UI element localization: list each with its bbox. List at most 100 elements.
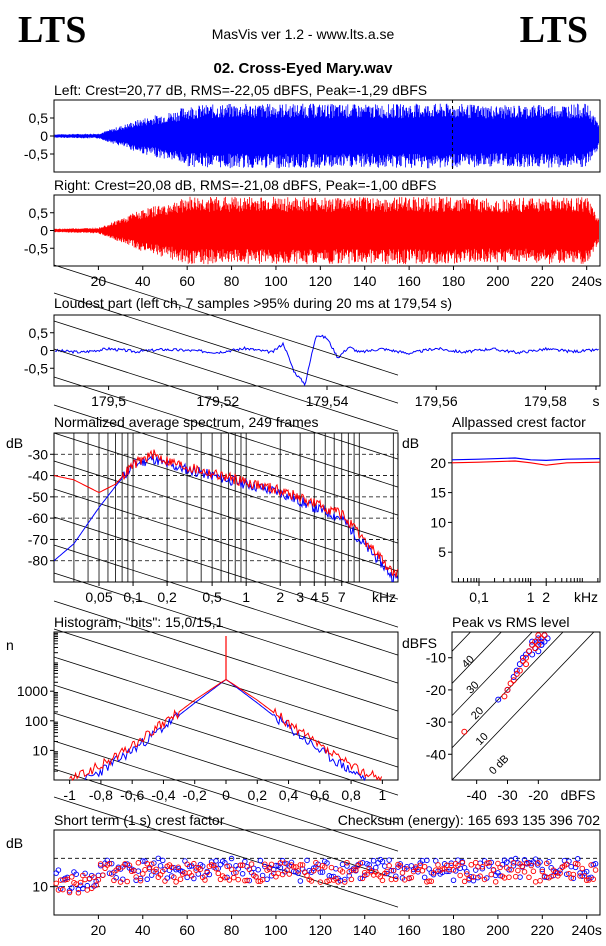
- x-tick-label: 220: [531, 922, 555, 938]
- logo-right: LTS: [519, 9, 588, 51]
- chart-title: Left: Crest=20,77 dB, RMS=-22,05 dBFS, P…: [54, 82, 427, 98]
- peakrms-point-left: [523, 651, 529, 658]
- slope-line: [53, 404, 399, 516]
- x-axis-label: kHz: [372, 589, 396, 605]
- crest-point-right: [426, 878, 432, 884]
- crest-point-right: [346, 869, 352, 875]
- crest-point-left: [470, 877, 477, 884]
- peakrms-point-left: [495, 696, 502, 703]
- x-tick-label: 179,5: [91, 393, 126, 409]
- crest-point-left: [55, 867, 62, 873]
- slope-line: [53, 656, 399, 768]
- crest-point-right: [526, 874, 532, 881]
- y-axis-label: dB: [6, 435, 23, 451]
- crest-point-left: [259, 872, 266, 879]
- crest-point-left: [140, 858, 146, 864]
- crest-point-left: [288, 859, 295, 866]
- waveform-trace: [54, 196, 599, 265]
- crest-point-right: [142, 867, 148, 873]
- crest-point-right: [282, 860, 288, 866]
- peakrms-point-right: [535, 632, 542, 639]
- y-axis-label: dB: [6, 835, 23, 851]
- x-tick-label: 1: [527, 589, 535, 605]
- slope-line: [53, 488, 399, 600]
- crest-point-right: [530, 868, 537, 875]
- y-tick-label: -30: [426, 714, 446, 730]
- crest-point-left: [517, 874, 523, 880]
- crest-point-right: [406, 875, 412, 881]
- crest-point-right: [357, 860, 364, 867]
- x-tick-label: 160: [397, 922, 421, 938]
- crest-point-right: [60, 886, 66, 893]
- crest-point-right: [168, 864, 175, 870]
- crest-point-right: [461, 878, 468, 885]
- chart-title: Histogram, "bits": 15,0/15,1: [54, 614, 224, 630]
- crest-point-left: [472, 867, 479, 873]
- peakrms-point-right: [519, 657, 526, 664]
- peakrms-point-left: [516, 661, 523, 668]
- crest-point-right: [575, 861, 581, 867]
- crest-point-right: [135, 860, 142, 866]
- crest-point-right: [537, 878, 543, 884]
- x-axis-label: dBFS: [560, 787, 595, 803]
- crest-point-right: [108, 871, 115, 877]
- crest-point-right: [297, 862, 304, 868]
- crest-point-left: [97, 862, 104, 869]
- crest-point-left: [95, 872, 102, 879]
- crest-point-right: [506, 874, 512, 880]
- x-tick-label: 179,56: [415, 393, 458, 409]
- crest-point-left: [157, 863, 164, 869]
- crest-point-right: [484, 860, 490, 867]
- x-tick-label: 120: [309, 922, 333, 938]
- crest-point-right: [244, 877, 250, 884]
- x-tick-label: 180: [442, 273, 466, 289]
- crest-point-right: [160, 868, 166, 875]
- slope-line: [53, 628, 399, 740]
- crest-point-right: [524, 860, 530, 866]
- crest-point-right: [428, 878, 435, 884]
- chart-title: Short term (1 s) crest factor: [54, 812, 225, 828]
- crest-point-right: [290, 864, 297, 870]
- peakrms-point-right: [526, 648, 533, 655]
- allpass-series-right: [451, 460, 601, 466]
- crest-point-left: [568, 863, 574, 870]
- x-tick-label: 200: [486, 922, 510, 938]
- crest-point-right: [464, 871, 470, 877]
- crest-point-right: [563, 861, 570, 867]
- crest-point-right: [299, 862, 306, 868]
- y-tick-label: 0,5: [29, 205, 49, 221]
- peakrms-point-right: [529, 641, 536, 648]
- x-tick-label: 240s: [572, 273, 602, 289]
- peakrms-point-right: [507, 680, 514, 687]
- crest-point-right: [126, 862, 133, 869]
- crest-point-left: [160, 857, 166, 864]
- x-tick-label: 220: [531, 273, 555, 289]
- x-tick-label: 1: [242, 589, 250, 605]
- crest-point-left: [255, 867, 261, 873]
- x-tick-label: 0,1: [469, 589, 489, 605]
- crest-point-right: [572, 860, 579, 867]
- x-tick-label: 179,54: [306, 393, 349, 409]
- x-tick-label: -0,2: [183, 787, 207, 803]
- crest-point-right: [421, 863, 428, 870]
- slope-line: [53, 292, 399, 404]
- crest-point-right: [348, 876, 355, 883]
- crest-point-left: [575, 856, 581, 862]
- crest-point-right: [492, 879, 499, 885]
- crest-point-right: [515, 867, 521, 874]
- crest-point-right: [592, 867, 599, 873]
- crest-point-right: [286, 871, 293, 877]
- crest-point-right: [226, 877, 233, 883]
- crest-point-right: [188, 873, 195, 879]
- crest-point-left: [319, 869, 326, 875]
- peakrms-point-left: [513, 667, 520, 674]
- crest-point-right: [106, 860, 113, 867]
- crest-point-right: [344, 859, 350, 866]
- crest-point-right: [504, 865, 510, 871]
- peakrms-point-left: [529, 638, 536, 645]
- crest-point-right: [93, 882, 99, 888]
- crest-point-right: [284, 867, 290, 873]
- crest-point-right: [171, 874, 177, 880]
- crest-point-right: [197, 866, 204, 872]
- crest-point-right: [100, 872, 106, 878]
